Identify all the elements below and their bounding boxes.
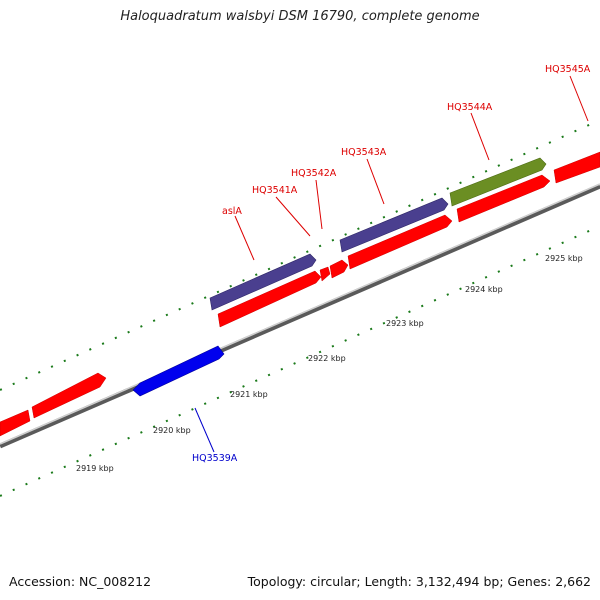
cds-arrow	[0, 409, 31, 437]
scale-label: 2923 kbp	[386, 319, 424, 328]
leader-line	[470, 112, 490, 161]
scale-label: 2920 kbp	[153, 426, 191, 435]
cds-arrow	[553, 151, 600, 184]
leader-line	[366, 158, 385, 205]
upper-tick-track	[0, 119, 600, 391]
leader-line	[234, 215, 255, 261]
cds-arrow	[456, 174, 551, 223]
gene-labels: aslA HQ3541A HQ3542A HQ3543A HQ3544A HQ3…	[192, 64, 591, 464]
feature-bar-HQ3543A	[339, 197, 449, 253]
cds-arrow	[217, 270, 322, 328]
genome-backbone	[0, 183, 600, 449]
gene-label-HQ3542A: HQ3542A	[291, 168, 337, 179]
cds-arrow	[329, 259, 349, 279]
gene-label-aslA: aslA	[222, 206, 242, 217]
topology-text: Topology: circular; Length: 3,132,494 bp…	[247, 574, 591, 589]
gene-label-HQ3539A: HQ3539A	[192, 453, 238, 464]
leader-line	[569, 75, 589, 122]
scale-label: 2921 kbp	[230, 390, 268, 399]
gene-label-HQ3544A: HQ3544A	[447, 102, 493, 113]
feature-bar-HQ3544A	[449, 157, 547, 207]
map-title: Haloquadratum walsbyi DSM 16790, complet…	[120, 9, 480, 24]
gene-label-HQ3545A: HQ3545A	[545, 64, 591, 75]
feature-bar-aslA	[209, 253, 317, 311]
leader-line	[275, 196, 311, 237]
scale-label: 2919 kbp	[76, 464, 114, 473]
scale-label: 2924 kbp	[465, 285, 503, 294]
cds-arrow	[347, 214, 453, 270]
feature-track	[132, 157, 547, 397]
cds-arrow	[319, 266, 331, 282]
leader-line	[194, 407, 215, 453]
cds-arrow	[31, 372, 107, 419]
scale-label: 2922 kbp	[308, 354, 346, 363]
cds-track	[0, 151, 600, 437]
accession-text: Accession: NC_008212	[9, 574, 152, 589]
scale-labels: 2919 kbp 2920 kbp 2921 kbp 2922 kbp 2923…	[76, 254, 583, 473]
scale-label: 2925 kbp	[545, 254, 583, 263]
gene-label-HQ3541A: HQ3541A	[252, 185, 298, 196]
leader-line	[315, 179, 323, 230]
feature-bar-HQ3539A	[132, 345, 225, 397]
gene-label-HQ3543A: HQ3543A	[341, 147, 387, 158]
